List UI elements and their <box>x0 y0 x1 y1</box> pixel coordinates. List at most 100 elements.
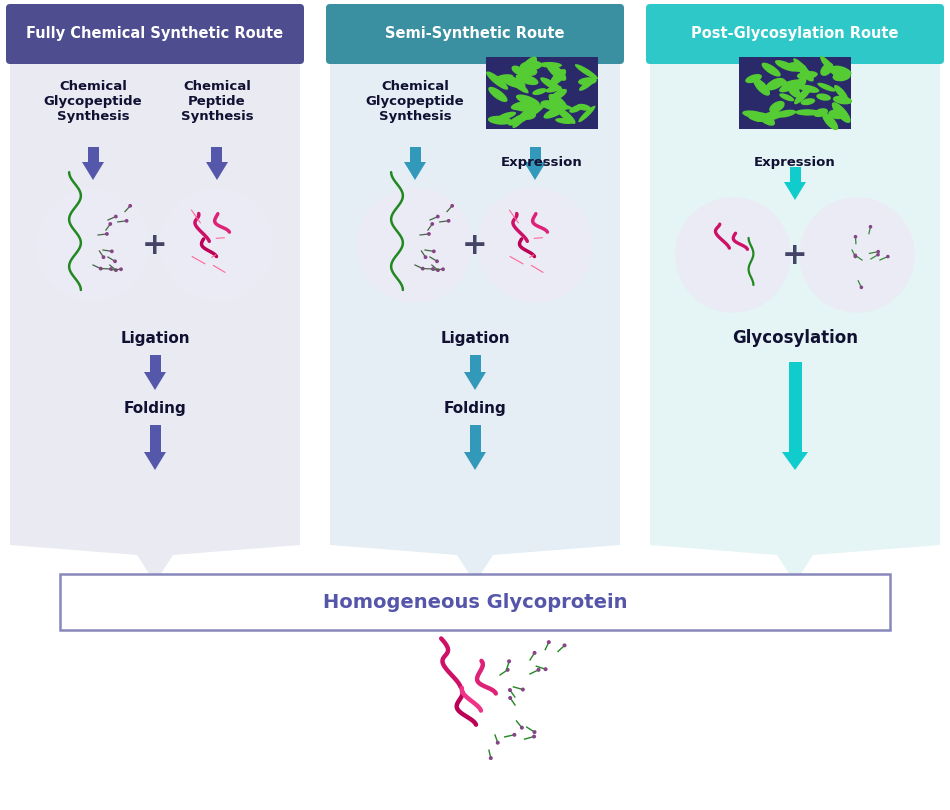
Text: Expression: Expression <box>502 156 583 169</box>
Circle shape <box>428 232 430 235</box>
Ellipse shape <box>488 87 507 102</box>
Bar <box>529 147 541 162</box>
Bar <box>469 425 481 452</box>
Circle shape <box>877 254 879 256</box>
Ellipse shape <box>578 77 597 85</box>
Text: Chemical
Peptide
Synthesis: Chemical Peptide Synthesis <box>180 80 254 123</box>
Text: Homogeneous Glycoprotein: Homogeneous Glycoprotein <box>323 592 627 612</box>
Bar <box>212 147 222 162</box>
FancyBboxPatch shape <box>60 574 890 630</box>
Ellipse shape <box>833 96 852 104</box>
Ellipse shape <box>575 64 598 79</box>
Text: Post-Glycosylation Route: Post-Glycosylation Route <box>692 27 899 41</box>
Ellipse shape <box>793 77 807 91</box>
Text: Chemical
Glycopeptide
Synthesis: Chemical Glycopeptide Synthesis <box>44 80 142 123</box>
Circle shape <box>478 188 592 302</box>
Ellipse shape <box>817 83 836 92</box>
Ellipse shape <box>779 83 797 92</box>
Bar <box>789 167 801 182</box>
Ellipse shape <box>816 93 831 100</box>
Ellipse shape <box>577 104 591 111</box>
FancyBboxPatch shape <box>646 4 944 64</box>
Text: Folding: Folding <box>124 400 186 416</box>
Ellipse shape <box>781 79 802 87</box>
Ellipse shape <box>488 116 512 125</box>
Ellipse shape <box>758 113 775 126</box>
Bar <box>788 362 802 452</box>
Ellipse shape <box>794 87 811 104</box>
Circle shape <box>442 268 445 271</box>
Ellipse shape <box>547 103 572 109</box>
Ellipse shape <box>511 66 524 75</box>
Circle shape <box>115 269 117 271</box>
Ellipse shape <box>775 109 796 117</box>
Circle shape <box>533 735 535 738</box>
Bar <box>149 355 161 372</box>
Circle shape <box>115 215 117 218</box>
Ellipse shape <box>512 108 531 128</box>
Circle shape <box>854 255 856 258</box>
Ellipse shape <box>813 109 828 117</box>
Ellipse shape <box>516 74 539 85</box>
Ellipse shape <box>745 74 762 83</box>
Circle shape <box>497 741 499 744</box>
Circle shape <box>533 731 536 733</box>
Ellipse shape <box>761 111 783 121</box>
Ellipse shape <box>820 62 833 76</box>
Ellipse shape <box>550 69 566 85</box>
Text: Expression: Expression <box>754 156 836 169</box>
Bar <box>149 425 161 452</box>
Circle shape <box>886 255 889 258</box>
Circle shape <box>676 198 790 312</box>
Circle shape <box>100 267 102 270</box>
Ellipse shape <box>799 66 814 82</box>
Circle shape <box>105 232 108 235</box>
Text: +: + <box>782 241 807 270</box>
Ellipse shape <box>793 58 810 76</box>
Ellipse shape <box>541 100 564 111</box>
Polygon shape <box>650 5 940 583</box>
FancyBboxPatch shape <box>739 57 851 129</box>
Polygon shape <box>10 5 300 583</box>
Polygon shape <box>464 452 486 470</box>
Ellipse shape <box>799 84 819 93</box>
Ellipse shape <box>775 60 797 71</box>
Circle shape <box>544 668 547 671</box>
Circle shape <box>432 250 435 253</box>
Circle shape <box>358 188 472 302</box>
Circle shape <box>877 250 880 253</box>
Ellipse shape <box>753 79 770 96</box>
Circle shape <box>533 651 536 654</box>
Ellipse shape <box>832 102 850 123</box>
Circle shape <box>451 205 453 207</box>
Ellipse shape <box>762 62 781 77</box>
Circle shape <box>521 727 523 729</box>
Text: Folding: Folding <box>444 400 506 416</box>
Polygon shape <box>144 372 166 390</box>
Polygon shape <box>784 182 806 200</box>
FancyBboxPatch shape <box>486 57 598 129</box>
Ellipse shape <box>820 56 839 77</box>
Ellipse shape <box>579 80 594 91</box>
Ellipse shape <box>495 75 513 81</box>
Ellipse shape <box>828 109 845 119</box>
Ellipse shape <box>750 114 772 122</box>
Text: Chemical
Glycopeptide
Synthesis: Chemical Glycopeptide Synthesis <box>366 80 465 123</box>
Ellipse shape <box>521 111 536 120</box>
Circle shape <box>508 660 510 663</box>
Circle shape <box>509 697 511 699</box>
Circle shape <box>120 268 123 271</box>
Text: +: + <box>142 231 168 259</box>
Ellipse shape <box>797 71 818 79</box>
Text: Glycosylation: Glycosylation <box>732 329 858 347</box>
Circle shape <box>437 215 439 218</box>
Ellipse shape <box>546 62 566 81</box>
Circle shape <box>869 226 871 228</box>
Circle shape <box>522 688 524 691</box>
Circle shape <box>508 688 511 692</box>
Ellipse shape <box>548 94 567 110</box>
Ellipse shape <box>822 113 838 130</box>
Circle shape <box>436 260 438 262</box>
Circle shape <box>160 188 274 302</box>
Ellipse shape <box>771 103 783 113</box>
